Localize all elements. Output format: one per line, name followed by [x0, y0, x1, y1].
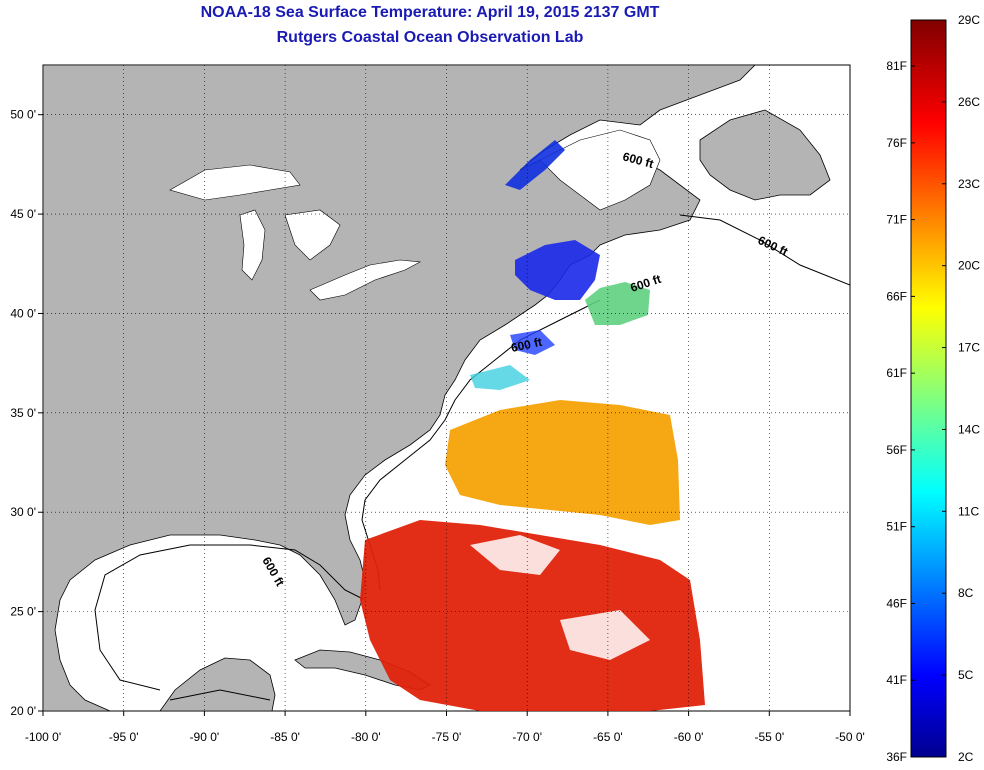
colorbar-label-c: 20C: [958, 259, 980, 273]
colorbar-label-f: 66F: [886, 289, 907, 303]
lon-tick-label: -85 0': [270, 730, 300, 744]
colorbar-label-f: 61F: [886, 366, 907, 380]
contour-label: 600 ft: [510, 335, 544, 355]
lon-tick-label: -80 0': [351, 730, 381, 744]
lake-michigan: [239, 209, 266, 281]
colorbar-label-c: 29C: [958, 13, 980, 27]
lat-tick-label: 35 0': [10, 406, 36, 420]
lake-huron: [284, 209, 341, 261]
colorbar-label-f: 76F: [886, 136, 907, 150]
colorbar-label-c: 14C: [958, 422, 980, 436]
lake-erie-ontario: [309, 259, 422, 301]
sst-patch-slope: [585, 282, 650, 325]
lon-tick-label: -60 0': [674, 730, 704, 744]
lon-tick-label: -55 0': [754, 730, 784, 744]
colorbar-ticks: 29C 26C 23C 20C 17C 14C 11C 8C 5C 2C 81F 76F 71F 66F 6…: [886, 13, 980, 764]
colorbar: [910, 19, 947, 758]
lake-superior: [169, 164, 301, 201]
colorbar-label-f: 41F: [886, 673, 907, 687]
lon-tick-label: -95 0': [109, 730, 139, 744]
depth-contour: [94, 214, 850, 701]
sst-patch-shelf: [510, 330, 555, 355]
colorbar-label-c: 2C: [958, 750, 974, 764]
map-title: NOAA-18 Sea Surface Temperature: April 1…: [200, 4, 660, 21]
sst-patch-cold-gulf-maine: [515, 240, 600, 300]
lon-tick-label: -100 0': [25, 730, 61, 744]
lat-tick-label: 40 0': [10, 306, 36, 320]
gulf-st-lawrence: [539, 129, 661, 211]
colorbar-label-f: 51F: [886, 520, 907, 534]
sst-patch-hot-south: [360, 520, 705, 711]
land-yucatan: [159, 657, 276, 711]
land-newfoundland: [699, 109, 831, 201]
lon-tick-label: -65 0': [593, 730, 623, 744]
sst-patch-clouds: [470, 535, 650, 660]
colorbar-label-c: 5C: [958, 668, 974, 682]
sst-patch-cyan: [470, 365, 530, 390]
colorbar-label-f: 71F: [886, 213, 907, 227]
lon-tick-label: -75 0': [432, 730, 462, 744]
colorbar-label-c: 11C: [958, 504, 979, 518]
sst-patch-cold-gulf: [505, 140, 565, 190]
lat-tick-label: 20 0': [10, 704, 36, 718]
lat-tick-label: 30 0': [10, 505, 36, 519]
map-gridlines: [43, 65, 850, 711]
lat-tick-label: 50 0': [10, 108, 36, 122]
colorbar-label-c: 17C: [958, 341, 980, 355]
lon-tick-label: -50 0': [835, 730, 865, 744]
sst-patch-warm-mid: [445, 400, 680, 525]
map-axis-ticks: -100 0' -95 0' -90 0' -85 0' -80 0' -75 0' -70…: [10, 108, 864, 744]
colorbar-label-f: 36F: [886, 750, 907, 764]
colorbar-label-c: 26C: [958, 95, 980, 109]
colorbar-label-f: 81F: [886, 59, 907, 73]
lat-tick-label: 25 0': [10, 605, 36, 619]
lat-tick-label: 45 0': [10, 207, 36, 221]
colorbar-label-f: 56F: [886, 443, 907, 457]
colorbar-label-c: 8C: [958, 586, 974, 600]
lon-tick-label: -70 0': [512, 730, 542, 744]
lon-tick-label: -90 0': [190, 730, 220, 744]
colorbar-label-c: 23C: [958, 177, 980, 191]
map-subtitle: Rutgers Coastal Ocean Observation Lab: [276, 29, 584, 46]
colorbar-label-f: 46F: [886, 596, 907, 610]
